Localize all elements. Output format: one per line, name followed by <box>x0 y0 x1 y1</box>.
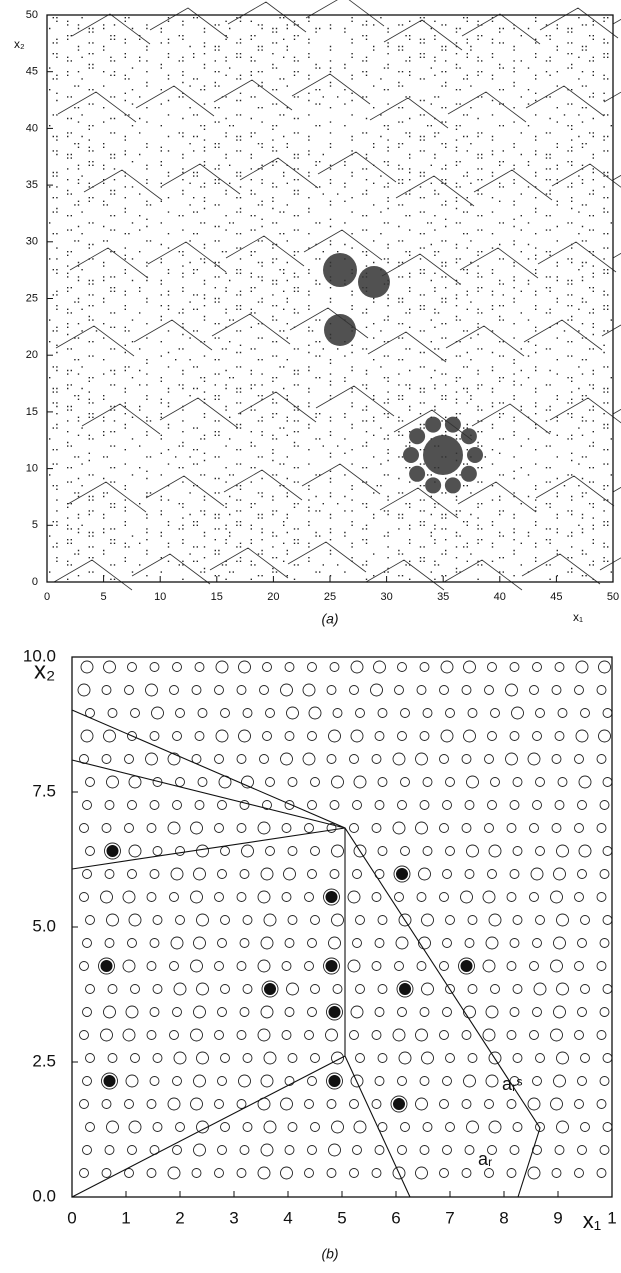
x-axis-label: x₁ <box>573 610 583 624</box>
contour-ring <box>77 660 613 1180</box>
x-tick-label: 2 <box>175 1208 184 1227</box>
x-axis-label: x₁ <box>583 1208 601 1233</box>
y-tick-label: 15 <box>26 406 38 418</box>
y-tick-label: 35 <box>26 179 38 191</box>
y-tick-label: 50 <box>26 9 38 21</box>
y-tick-label: 25 <box>26 292 38 304</box>
y-tick-label: 10 <box>26 463 38 475</box>
cluster <box>444 477 461 494</box>
x-tick-label: 6 <box>391 1208 400 1227</box>
y-tick-label: 45 <box>26 66 38 78</box>
atom-pattern <box>49 17 612 580</box>
cluster <box>425 416 442 433</box>
cluster <box>460 428 477 445</box>
x-tick-label: 0 <box>44 591 50 603</box>
cluster <box>324 314 356 346</box>
x-tick-label: 8 <box>499 1208 508 1227</box>
panel-caption: (a) <box>321 611 338 627</box>
y-tick-label: 7.5 <box>32 781 56 800</box>
cluster <box>467 447 483 463</box>
cluster <box>403 447 419 463</box>
panel: 0 5 10 15 20 25 30 35 40 45 50 0 5 10 15 20 25 30 35 40 45 50… <box>14 0 621 627</box>
y-tick-label: 5 <box>32 519 38 531</box>
x-tick-label: 1 <box>607 1208 616 1227</box>
cluster <box>409 465 426 482</box>
y-axis-label: x₂ <box>14 37 25 51</box>
panel-caption: (b) <box>321 1246 338 1262</box>
x-tick-label: 5 <box>101 591 107 603</box>
x-tick-label: 20 <box>267 591 279 603</box>
y-tick-label: 30 <box>26 236 38 248</box>
x-tick-label: 10 <box>154 591 166 603</box>
x-tick-label: 9 <box>553 1208 562 1227</box>
contour-peak <box>100 845 473 1110</box>
x-tick-label: 50 <box>607 591 619 603</box>
y-tick-label: 2.5 <box>32 1051 56 1070</box>
cluster <box>425 477 442 494</box>
x-tick-label: 3 <box>229 1208 238 1227</box>
x-tick-label: 35 <box>437 591 449 603</box>
x-tick-label: 4 <box>283 1208 292 1227</box>
y-axis-label: x₂ <box>34 657 55 684</box>
x-tick-label: 7 <box>445 1208 454 1227</box>
annotation: aᵣ <box>478 1149 492 1169</box>
x-tick-label: 30 <box>380 591 392 603</box>
x-tick-label: 40 <box>494 591 506 603</box>
cluster <box>423 435 463 475</box>
x-tick-label: 15 <box>211 591 223 603</box>
x-tick-label: 5 <box>337 1208 346 1227</box>
y-tick-label: 20 <box>26 349 38 361</box>
x-tick-label: 1 <box>121 1208 130 1227</box>
tiling-lines <box>53 0 621 591</box>
x-tick-label: 0 <box>67 1208 76 1227</box>
y-tick-label: 10.0 <box>23 646 56 665</box>
cluster <box>460 465 477 482</box>
y-tick-label: 0.0 <box>32 1186 56 1205</box>
cell-lines <box>71 709 541 1198</box>
x-tick-label: 25 <box>324 591 336 603</box>
annotation: aᵣˢ <box>502 1074 522 1094</box>
plot-frame <box>71 656 613 1198</box>
y-tick-label: 40 <box>26 122 38 134</box>
y-tick-label: 0 <box>32 576 38 588</box>
cluster <box>323 253 357 287</box>
y-tick-label: 5.0 <box>32 916 56 935</box>
cluster <box>409 428 426 445</box>
x-tick-label: 45 <box>550 591 562 603</box>
cluster <box>358 266 390 298</box>
